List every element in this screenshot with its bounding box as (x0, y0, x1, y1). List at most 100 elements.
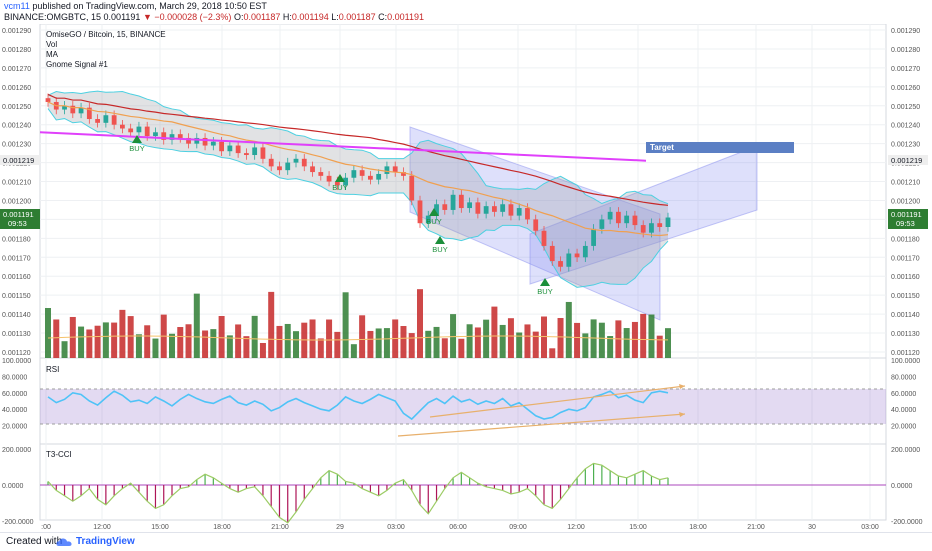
moving-averages (39, 93, 669, 237)
volume-bar (450, 314, 457, 358)
volume-bars (45, 289, 671, 358)
volume-bar (94, 325, 101, 358)
volume-bar (359, 315, 366, 358)
main-pane (39, 23, 887, 359)
volume-bar (342, 292, 349, 358)
time-tick: 09:00 (509, 524, 527, 531)
target-box[interactable] (646, 142, 794, 153)
volume-bar (350, 344, 357, 358)
cci-histogram (47, 463, 669, 523)
price-tick-left: 0.001130 (2, 331, 31, 338)
ma-magenta-line (39, 131, 647, 162)
time-tick: 12:00 (567, 524, 585, 531)
candle-body (525, 208, 530, 220)
footer: Created with TradingView (0, 532, 932, 551)
volume-bar (102, 322, 109, 358)
buy-arrow-icon (435, 236, 445, 244)
price-tick-right: 0.001140 (891, 312, 920, 319)
volume-bar (499, 324, 506, 358)
candle-body (607, 211, 613, 220)
price-tick-left: 0.001290 (2, 28, 31, 35)
volume-bar (590, 319, 597, 358)
candle-body (442, 204, 448, 210)
open-value: 0.001187 (243, 12, 281, 22)
price-tick-right: 0.001120 (891, 350, 920, 357)
candle-body (640, 225, 646, 233)
volume-bar (127, 316, 134, 358)
volume-bar (119, 309, 126, 358)
price-tick-right: 0.001150 (891, 293, 920, 300)
volume-bar (259, 342, 266, 358)
publish-text: published on TradingView.com, March 29, … (32, 1, 267, 11)
volume-bar (483, 319, 490, 358)
price-tick-left: 0.001230 (2, 142, 31, 149)
volume-bar (433, 326, 440, 358)
volume-bar (210, 329, 217, 358)
volume-bar (135, 334, 142, 358)
last-price: 0.001191 (103, 12, 141, 22)
price-tick-left: 0.001150 (2, 293, 31, 300)
candle-body (475, 202, 481, 214)
candle-body (334, 181, 340, 186)
open-label: O: (233, 12, 244, 22)
candle-body (401, 172, 406, 176)
candle-body (136, 126, 142, 133)
time-tick: :00 (41, 524, 51, 531)
ma-orange-line (47, 101, 669, 237)
volume-bar (631, 321, 638, 358)
ma-red-line (47, 93, 669, 206)
countdown-right: 09:53 (896, 219, 915, 228)
low-value: 0.001187 (338, 12, 376, 22)
candle-body (616, 211, 621, 224)
author-link[interactable]: vcm11 (4, 1, 30, 11)
bollinger-lower (47, 108, 669, 288)
rsi-tick-left: 60.0000 (2, 391, 27, 398)
price-tick-right: 0.001130 (891, 331, 920, 338)
volume-bar (144, 325, 151, 358)
volume-bar (293, 331, 299, 358)
rsi-upper-trendline[interactable] (429, 385, 686, 418)
price-tick-left: 0.001260 (2, 85, 31, 92)
candle-body (558, 261, 563, 267)
volume-bar (334, 331, 341, 358)
footer-brand[interactable]: TradingView (76, 536, 135, 547)
chart-area[interactable]: 0.001290 0.001280 0.001270 0.001260 0.001250… (0, 23, 932, 532)
candle-body (128, 128, 134, 133)
high-label: H: (282, 12, 292, 22)
footer-created: Created with (6, 536, 63, 547)
candle-body (78, 107, 84, 114)
price-tick-right: 0.001280 (891, 47, 920, 54)
close-value: 0.001191 (387, 12, 425, 22)
candle-body (252, 147, 258, 156)
volume-bar (284, 323, 291, 358)
cci-line (47, 462, 669, 524)
price-tick-right: 0.001260 (891, 85, 920, 92)
volume-bar (474, 327, 481, 358)
price-tick-right: 0.001250 (891, 104, 920, 111)
time-tick: 21:00 (271, 524, 289, 531)
candle-body (657, 223, 663, 227)
chart-svg[interactable]: 0.001290 0.001280 0.001270 0.001260 0.001250… (0, 23, 932, 532)
rsi-lower-trendline[interactable] (397, 413, 686, 437)
price-tick-left: 0.001210 (2, 180, 31, 187)
candle-body (417, 200, 423, 224)
buy-signals: BUY BUY BUY BUY BUY (129, 135, 553, 296)
price-tick-right: 0.001180 (891, 236, 920, 243)
time-tick: 30 (808, 524, 816, 531)
rsi-tick-left: 80.0000 (2, 374, 27, 381)
candle-body (500, 204, 506, 212)
candle-body (86, 107, 92, 120)
countdown-left: 09:53 (8, 219, 27, 228)
candle-body (649, 223, 654, 233)
candle-body (566, 253, 572, 267)
price-tick-left: 0.001120 (2, 350, 31, 357)
volume-bar (466, 324, 473, 358)
cci-axis: 200.0000 200.0000 0.0000 0.0000 -200.0000 -20… (2, 447, 923, 526)
candle-body (169, 134, 175, 140)
price-tick-right: 0.001240 (891, 123, 920, 130)
candle-body (425, 215, 431, 224)
buy-label: BUY (129, 144, 144, 153)
buy-label: BUY (537, 287, 552, 296)
volume-bar (417, 289, 423, 358)
volume-bar (152, 338, 159, 358)
